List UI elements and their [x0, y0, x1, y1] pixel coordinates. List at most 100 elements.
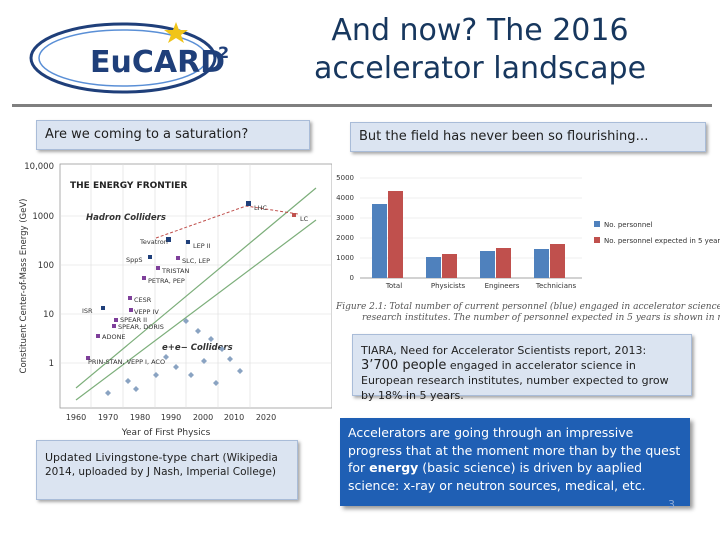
x-tick: 1970 — [98, 413, 118, 422]
x-tick: 2020 — [256, 413, 276, 422]
point-vepp4 — [129, 308, 133, 312]
accel-text-1: Accelerators are going through an impres… — [348, 425, 681, 475]
scatter-point — [237, 368, 243, 374]
y-tick: 1000 — [336, 254, 354, 262]
point-isr — [101, 306, 105, 310]
x-tick: 2010 — [224, 413, 244, 422]
point-label: SLC, LEP — [182, 257, 210, 265]
left-question-label: Are we coming to a saturation? — [36, 120, 310, 150]
title-line-1: And now? The 2016 — [331, 13, 629, 48]
caption-source: (Wikipedia 2014, uploaded by J Nash, Imp… — [45, 452, 278, 478]
page-number: 3 — [668, 498, 675, 511]
tiara-suffix: engaged in accelerator science in Europe… — [361, 359, 669, 402]
y-tick: 100 — [38, 261, 54, 271]
star-icon — [164, 22, 188, 43]
tiara-number: 3’700 people — [361, 358, 447, 373]
scatter-point — [125, 378, 131, 384]
logo-superscript: 2 — [218, 43, 229, 62]
title-line-2: accelerator landscape — [313, 51, 647, 86]
y-tick: 10,000 — [24, 162, 54, 172]
scatter-point — [153, 372, 159, 378]
point-princeton — [86, 356, 90, 360]
x-tick: 2000 — [193, 413, 213, 422]
bar-engineers-expected — [496, 248, 511, 278]
point-cesr — [128, 296, 132, 300]
point-petra — [142, 276, 146, 280]
bar-engineers-current — [480, 251, 495, 278]
figure-caption-line-2: research institutes. The number of perso… — [362, 313, 720, 323]
hadron-label: Hadron Colliders — [86, 213, 166, 223]
scatter-point — [213, 380, 219, 386]
scatter-point — [133, 386, 139, 392]
right-statement-label: But the field has never been so flourish… — [350, 122, 706, 152]
point-label: CESR — [134, 296, 152, 304]
point-lc — [292, 213, 296, 217]
point-spps — [148, 255, 152, 259]
y-tick: 1 — [49, 359, 54, 369]
x-axis-label: Year of First Physics — [121, 428, 211, 438]
category-label: Engineers — [485, 282, 520, 290]
scatter-point — [208, 336, 214, 342]
slide-title: And now? The 2016 accelerator landscape — [300, 12, 660, 88]
point-tristan — [156, 266, 160, 270]
lepton-label: e+e− Colliders — [162, 343, 233, 353]
point-label: SPEAR, DORIS — [118, 323, 164, 331]
y-tick: 0 — [350, 274, 354, 282]
eucard-logo: EuCARD 2 — [28, 18, 238, 98]
point-slc — [176, 256, 180, 260]
scatter-point — [201, 358, 207, 364]
scatter-point — [219, 346, 225, 352]
chart-title: THE ENERGY FRONTIER — [70, 181, 187, 191]
bar-total-current — [372, 204, 387, 278]
point-label: SPEAR II — [120, 316, 147, 324]
tiara-prefix: TIARA, Need for Accelerator Scientists r… — [361, 344, 647, 357]
figure-caption: Figure 2.1: Total number of current pers… — [336, 302, 720, 324]
bar-technicians-expected — [550, 244, 565, 278]
scatter-point — [188, 372, 194, 378]
legend-swatch-expected — [594, 237, 600, 243]
tiara-bar-chart: 5000 4000 3000 2000 1000 0 Total Physici… — [332, 162, 720, 322]
bar-physicists-current — [426, 257, 441, 278]
point-spear — [112, 324, 116, 328]
scatter-point — [173, 364, 179, 370]
point-lepii — [186, 240, 190, 244]
legend-label-current: No. personnel — [604, 221, 653, 229]
scatter-point — [227, 356, 233, 362]
category-label: Physicists — [431, 282, 466, 290]
category-label: Total — [385, 282, 402, 290]
bar-technicians-current — [534, 249, 549, 278]
y-tick: 5000 — [336, 174, 354, 182]
y-axis-label: Constituent Center-of-Mass Energy (GeV) — [19, 199, 29, 374]
accelerators-statement-box: Accelerators are going through an impres… — [340, 418, 690, 506]
point-tevatron — [166, 237, 171, 242]
scatter-point — [183, 318, 189, 324]
point-label: TRISTAN — [161, 267, 189, 275]
livingston-caption: Updated Livingstone-type chart (Wikipedi… — [36, 440, 298, 500]
y-tick: 2000 — [336, 234, 354, 242]
legend-label-expected: No. personnel expected in 5 years — [604, 237, 720, 245]
legend-swatch-current — [594, 221, 600, 227]
bar-total-expected — [388, 191, 403, 278]
caption-main: Updated Livingstone-type chart — [45, 451, 220, 464]
category-label: Technicians — [535, 282, 577, 290]
accel-text-2: (basic science) is driven by aaplied sci… — [348, 460, 646, 493]
scatter-point — [195, 328, 201, 334]
bar-physicists-expected — [442, 254, 457, 278]
point-label: SppS — [126, 256, 143, 264]
point-label: PRIN-STAN, VEPP I, ACO — [88, 358, 165, 366]
point-label: ADONE — [102, 333, 126, 341]
x-tick: 1990 — [161, 413, 181, 422]
logo-text: EuCARD — [90, 45, 225, 80]
y-tick: 10 — [43, 310, 54, 320]
point-lhc — [246, 201, 251, 206]
point-label: LEP II — [193, 242, 211, 250]
point-label: ISR — [82, 307, 93, 315]
y-tick: 3000 — [336, 214, 354, 222]
x-tick: 1960 — [66, 413, 86, 422]
point-label: PETRA, PEP — [148, 277, 185, 285]
y-tick: 1000 — [32, 212, 54, 222]
point-label: Tevatron — [139, 238, 168, 246]
y-tick: 4000 — [336, 194, 354, 202]
x-tick: 1980 — [130, 413, 150, 422]
livingston-chart: 10,000 1000 100 10 1 1960 1970 1980 1990… — [16, 158, 333, 442]
